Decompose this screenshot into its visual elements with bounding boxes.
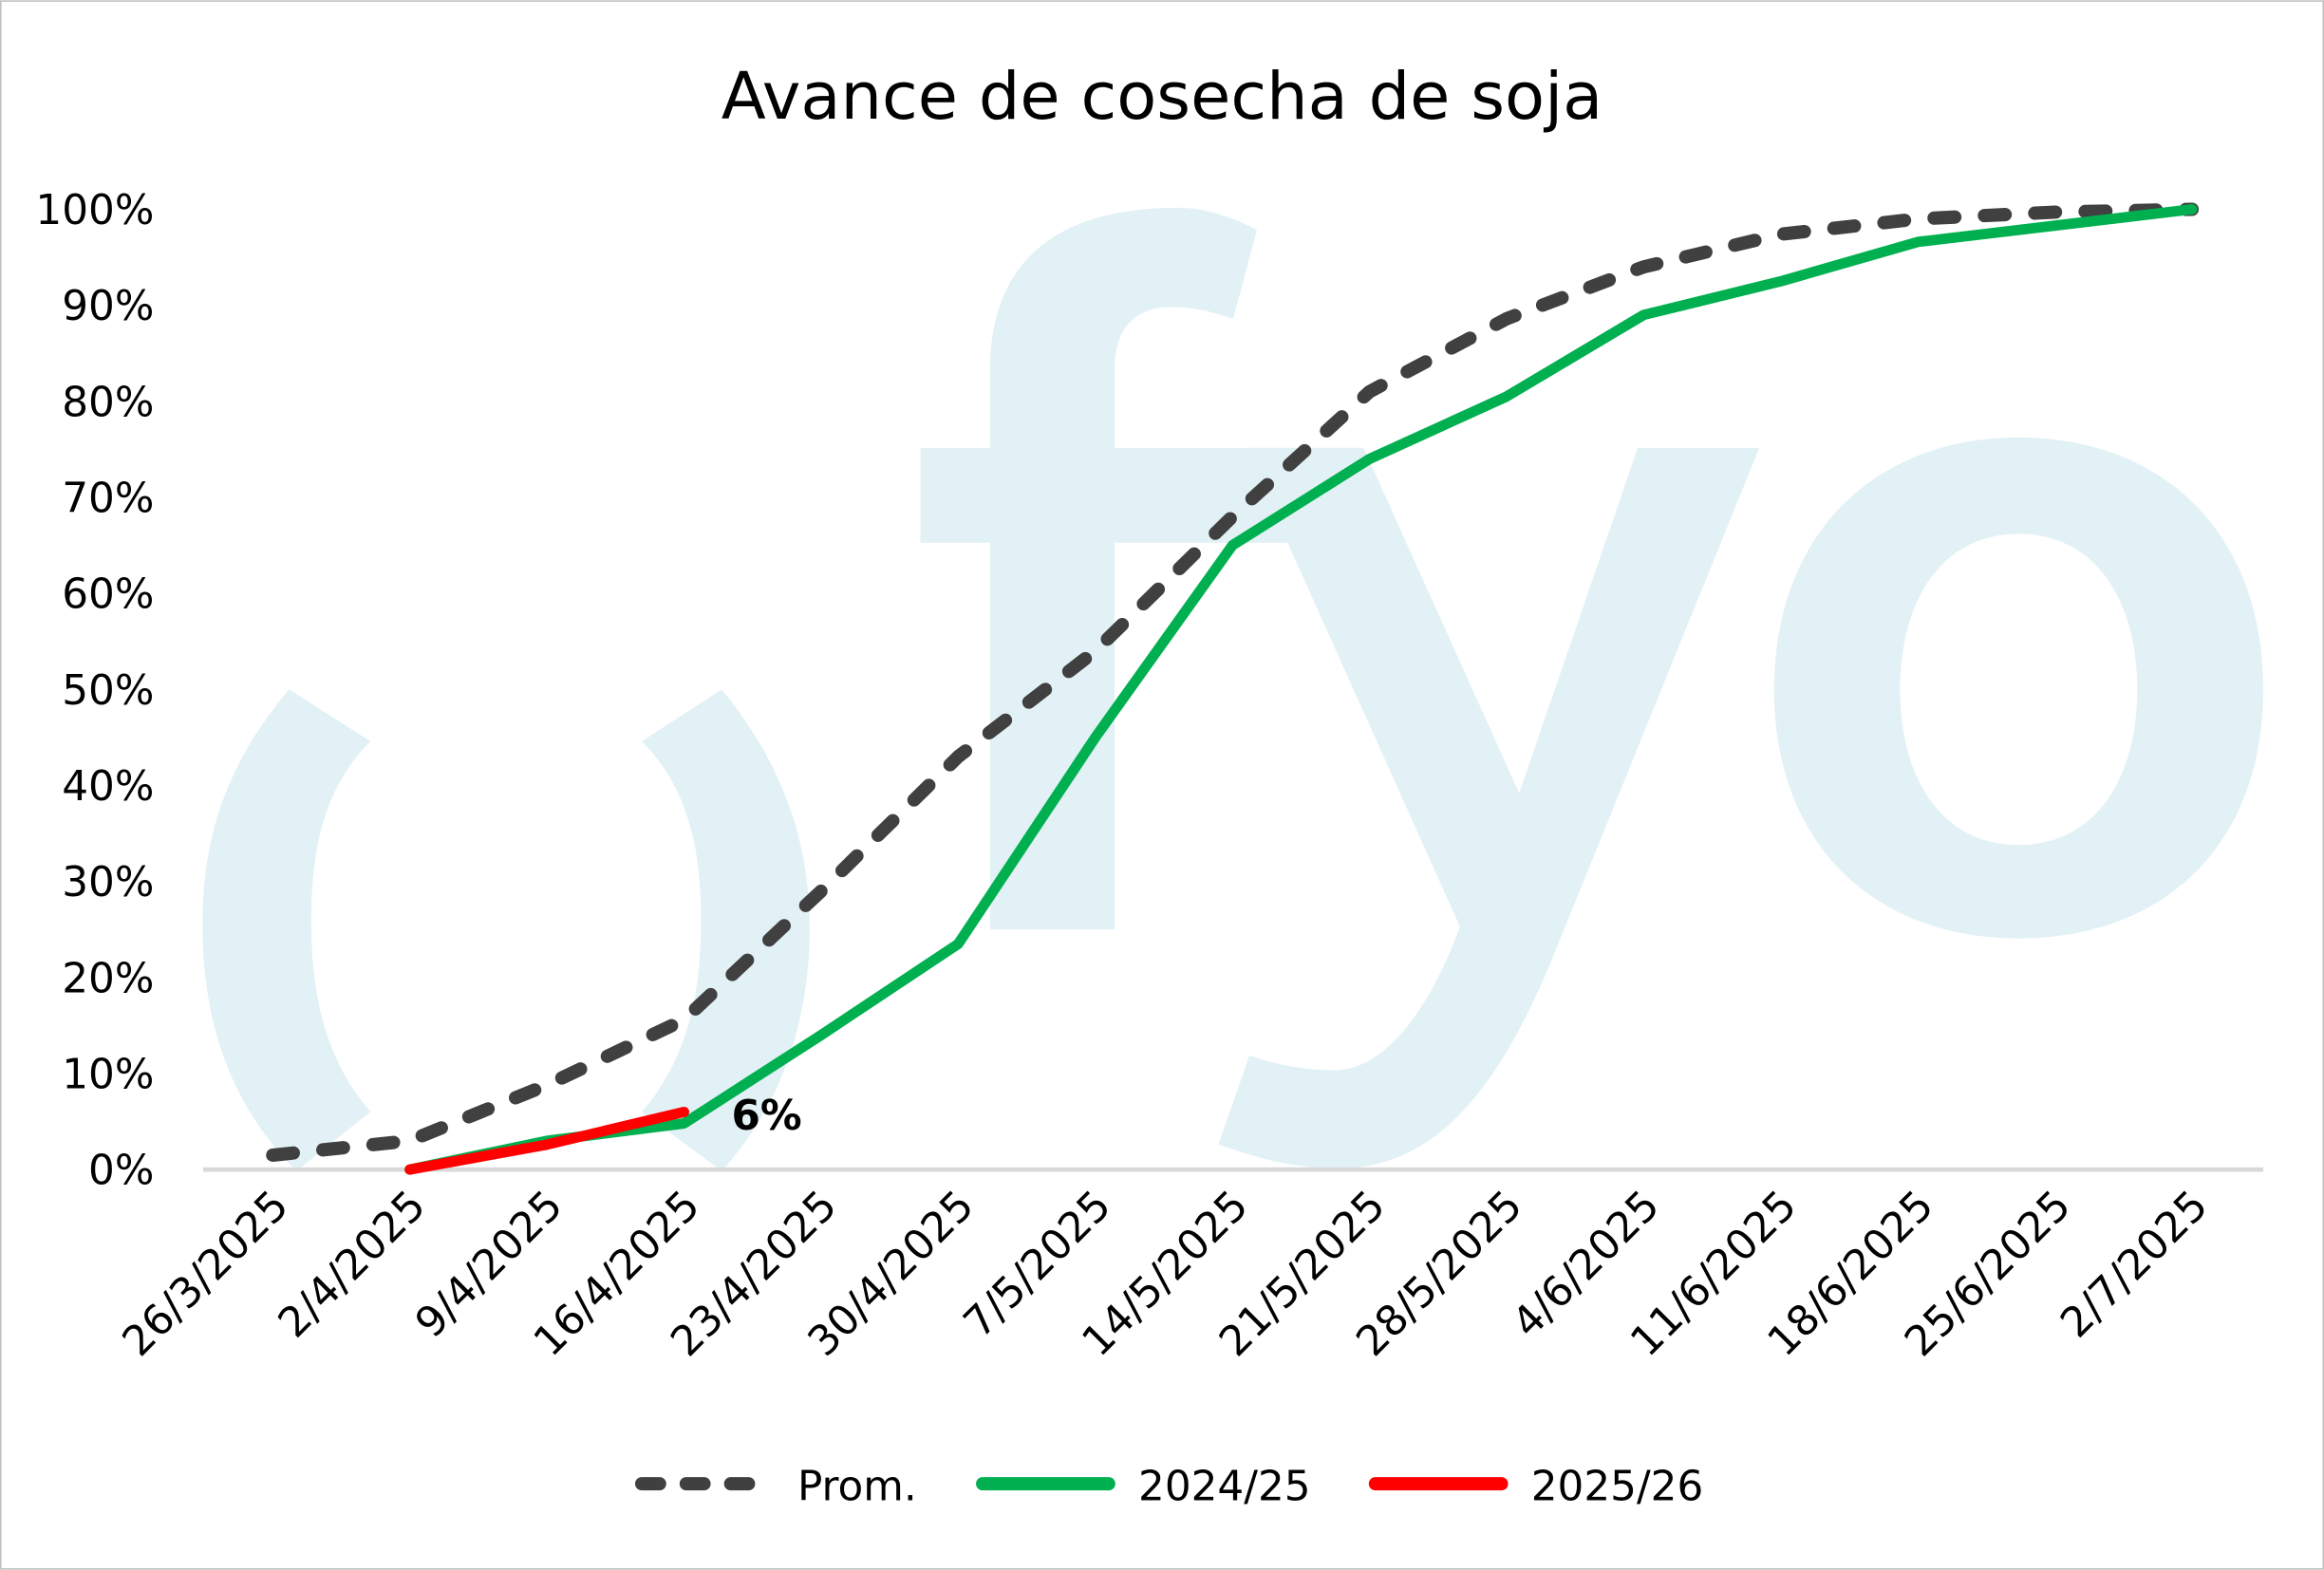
legend-label: Prom. (797, 1462, 917, 1510)
series-line-prom (266, 202, 2200, 1162)
legend-label: 2024/25 (1138, 1462, 1311, 1510)
y-tick-label: 100% (35, 186, 154, 234)
data-label: 6% (731, 1092, 801, 1140)
chart-title: Avance de cosecha de soja (722, 59, 1603, 135)
y-tick-label: 0% (88, 1147, 154, 1195)
y-tick-label: 80% (62, 378, 154, 426)
y-tick-label: 60% (62, 570, 154, 619)
watermark-letter-y (1218, 447, 1760, 1168)
y-tick-label: 10% (62, 1051, 154, 1099)
y-tick-label: 90% (62, 282, 154, 330)
legend-label: 2025/26 (1531, 1462, 1704, 1510)
series-line-202526 (404, 1106, 689, 1175)
watermark-letter-f (920, 207, 1364, 930)
y-tick-label: 70% (62, 475, 154, 523)
watermark-letter-o (1773, 437, 2263, 939)
y-tick-label: 40% (62, 762, 154, 811)
y-tick-label: 50% (62, 666, 154, 715)
series-line-202425 (404, 203, 2198, 1175)
y-tick-label: 20% (62, 954, 154, 1002)
y-tick-label: 30% (62, 858, 154, 906)
legend: Prom. 2024/25 2025/26 (634, 1462, 1704, 1510)
watermark-logo (202, 207, 2263, 1171)
